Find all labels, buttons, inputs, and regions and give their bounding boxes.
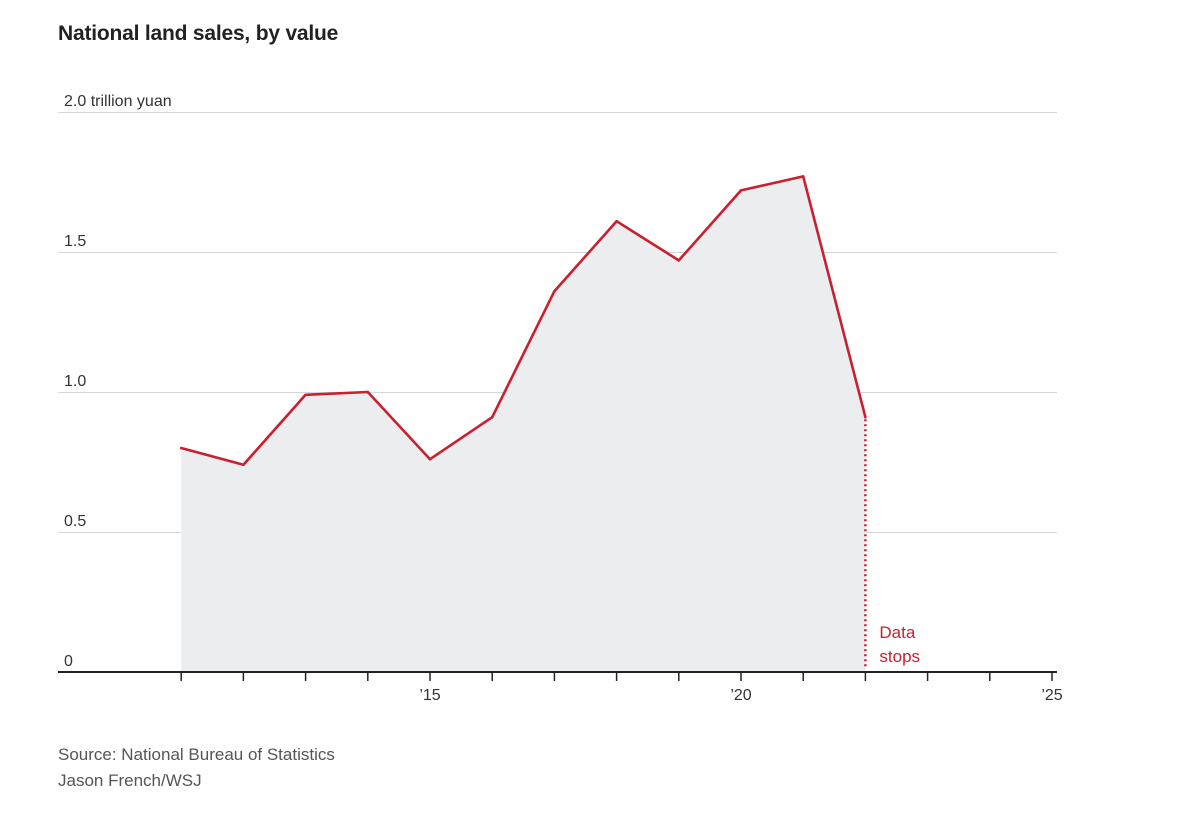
annotation-text: stops (879, 647, 920, 666)
x-tick-label: ’20 (730, 687, 751, 704)
data-point (801, 175, 805, 178)
data-point (179, 446, 183, 450)
y-tick-label: 1.5 (64, 233, 86, 250)
data-point (677, 259, 681, 262)
source-text: Source: National Bureau of Statistics (58, 745, 335, 764)
y-tick-label: 1.0 (64, 373, 86, 390)
data-point (304, 393, 307, 397)
area-layer (179, 175, 867, 672)
chart-title: National land sales, by value (58, 22, 339, 45)
credit-text: Jason French/WSJ (58, 771, 202, 790)
data-point (553, 289, 556, 293)
source-note: Source: National Bureau of Statistics Ja… (58, 742, 335, 794)
x-tick-label: ’15 (419, 687, 440, 704)
data-point (490, 415, 494, 419)
land-sales-chart: 2.0 trillion yuan 1.5 1.0 0.5 0 ’15 ’20 ’25 Dat… (58, 93, 1063, 704)
y-tick-label: 0 (64, 653, 73, 670)
data-point (739, 189, 743, 192)
x-tick-label: ’25 (1041, 687, 1062, 704)
y-tick-label: 2.0 trillion yuan (64, 93, 172, 110)
data-point (428, 457, 432, 461)
area-fill (181, 176, 866, 672)
data-point (242, 463, 245, 467)
data-stops-annotation: Data stops (864, 419, 920, 668)
annotation-text: Data (879, 623, 915, 642)
x-axis (58, 671, 1057, 681)
axis-labels: 2.0 trillion yuan 1.5 1.0 0.5 0 ’15 ’20 ’25 (64, 93, 1063, 704)
y-tick-label: 0.5 (64, 513, 86, 530)
data-point (366, 390, 370, 394)
data-point (864, 415, 867, 419)
data-point (615, 219, 618, 223)
series-line (180, 175, 867, 467)
